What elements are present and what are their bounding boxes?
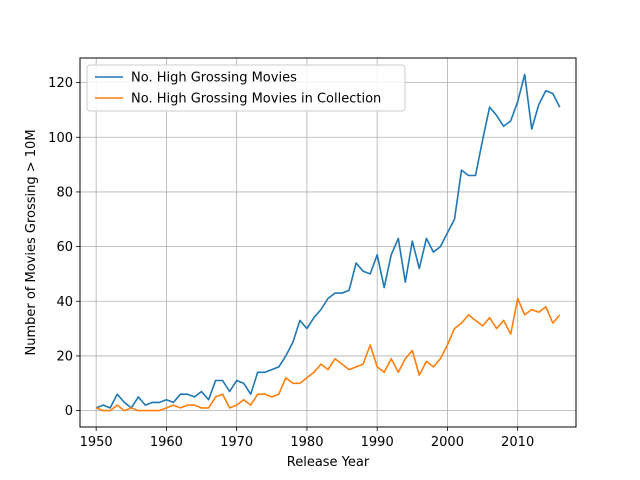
y-tick-label: 20: [56, 349, 73, 364]
x-tick-label: 1980: [290, 435, 323, 450]
x-tick-label: 2010: [501, 435, 534, 450]
x-tick-label: 2000: [431, 435, 464, 450]
legend-box: [86, 64, 406, 112]
y-tick-label: 40: [56, 295, 73, 310]
series-lines: [95, 73, 561, 412]
y-axis: 0 20 40 60 80 100 120: [48, 76, 80, 419]
plot-frame: [79, 57, 577, 428]
y-tick-label: 60: [56, 240, 73, 255]
series-line-1: [95, 73, 561, 409]
x-tick-label: 1970: [220, 435, 253, 450]
x-axis-label: Release Year: [287, 455, 370, 470]
x-tick-label: 1990: [361, 435, 394, 450]
y-tick-label: 100: [48, 131, 73, 146]
series-line-2: [95, 297, 561, 412]
y-tick-label: 120: [48, 76, 73, 91]
legend-label: No. High Grossing Movies: [131, 71, 297, 86]
grid-lines: [80, 58, 576, 427]
legend-label: No. High Grossing Movies in Collection: [131, 92, 381, 107]
x-axis: 1950 1960 1970 1980 1990 2000 2010: [80, 427, 534, 450]
y-tick-label: 80: [56, 185, 73, 200]
y-tick-label: 0: [65, 404, 73, 419]
y-axis-label: Number of Movies Grossing > 10M: [24, 129, 39, 355]
x-tick-label: 1960: [150, 435, 183, 450]
legend: No. High Grossing Movies No. High Grossin…: [86, 64, 406, 112]
x-tick-label: 1950: [80, 435, 113, 450]
